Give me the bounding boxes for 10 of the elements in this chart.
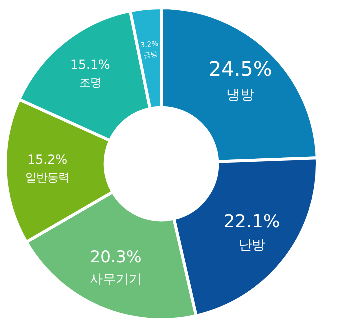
slice-label: 난방 [239,238,266,254]
data-label: 22.1% [224,212,280,232]
slice-label: 일반동력 [26,170,70,184]
data-label: 24.5% [208,56,272,81]
data-label: 15.1% [70,56,110,72]
slice-label: 냉방 [226,87,255,104]
data-label: 15.2% [28,152,68,167]
slice-label: 사무기기 [90,272,142,288]
data-label: 20.3% [90,248,142,267]
slice-label: 조명 [79,76,102,90]
